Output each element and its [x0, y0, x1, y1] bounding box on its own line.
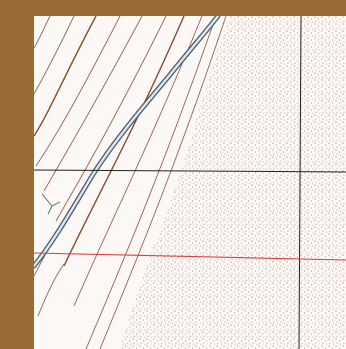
topographic-map[interactable] — [34, 16, 346, 349]
stippled-sand-area — [120, 16, 346, 349]
grid-line-vertical — [298, 16, 302, 349]
road — [34, 16, 221, 269]
contour-lines — [34, 16, 227, 349]
boundary-line — [34, 252, 346, 261]
grid-line-horizontal — [34, 169, 346, 173]
contour-line — [99, 16, 227, 349]
track-line — [41, 193, 61, 215]
contour-line — [85, 16, 217, 349]
contour-line — [63, 16, 185, 267]
contour-line — [73, 16, 203, 307]
contour-line — [37, 263, 65, 317]
contour-line — [34, 16, 51, 49]
contour-line — [34, 16, 97, 137]
contour-line — [43, 16, 143, 192]
map-sheet — [34, 16, 346, 349]
contour-line — [55, 16, 167, 222]
contour-line — [35, 16, 121, 167]
contour-line — [34, 16, 75, 95]
